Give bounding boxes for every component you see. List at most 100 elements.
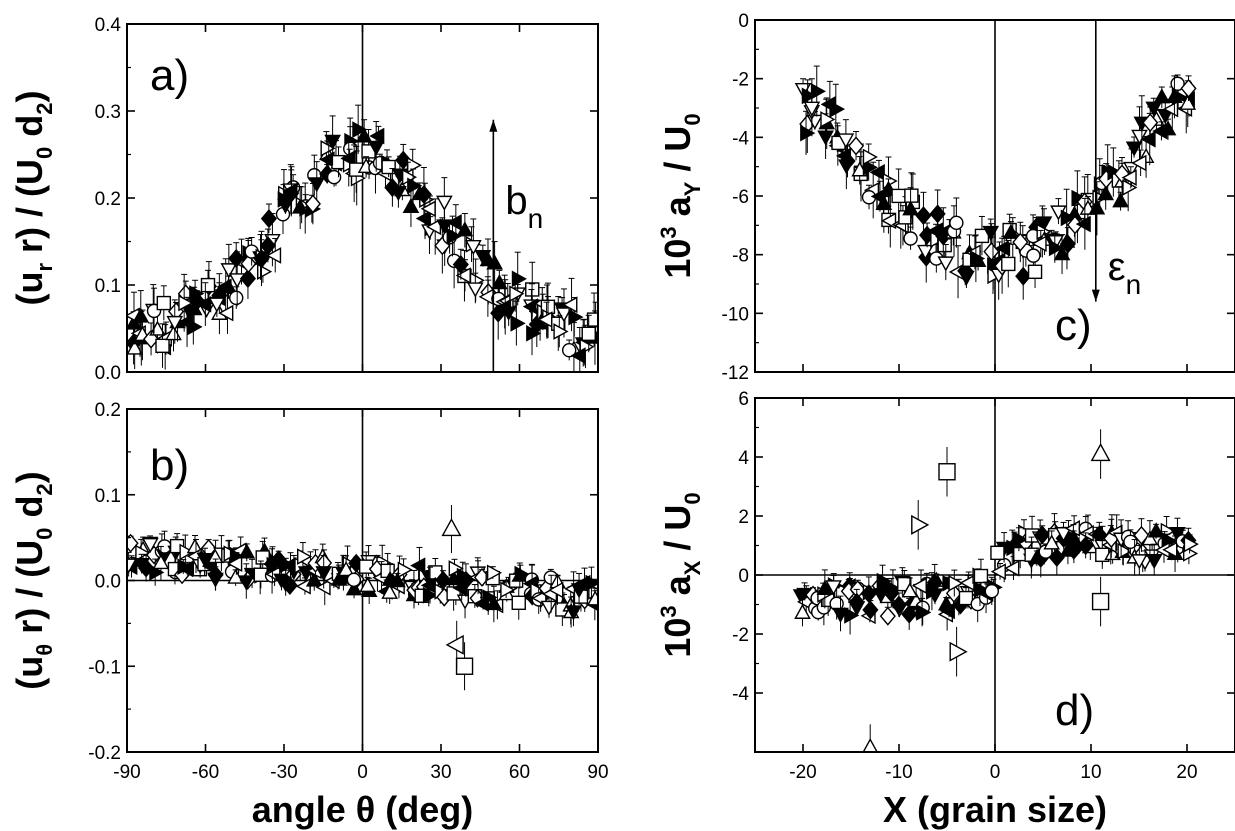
data-point — [1166, 87, 1183, 104]
data-point — [1131, 154, 1147, 172]
y-axis-label-part: / U — [657, 505, 698, 561]
data-point — [277, 198, 294, 215]
data-point — [156, 295, 172, 311]
data-point — [446, 227, 462, 245]
data-point — [304, 194, 321, 214]
data-point — [315, 566, 333, 582]
data-point — [270, 550, 287, 570]
data-point — [1012, 232, 1029, 252]
data-point — [448, 560, 464, 577]
y-axis-label-part: 2 — [32, 102, 57, 114]
data-point — [196, 552, 214, 569]
y-tick-label: 0.2 — [95, 400, 121, 421]
annotation-arrow-head — [1091, 289, 1100, 302]
data-point — [848, 592, 865, 612]
data-point — [132, 307, 150, 323]
x-tick-label: 0 — [357, 762, 368, 783]
data-point — [511, 270, 527, 288]
data-point — [189, 285, 205, 302]
data-point — [570, 583, 588, 599]
y-tick-label: -2 — [732, 70, 749, 91]
y-tick-label: 0.1 — [95, 486, 121, 507]
y-axis-label-part: 0 — [32, 147, 57, 159]
data-point — [1088, 199, 1106, 215]
data-point — [152, 553, 170, 570]
data-point — [887, 580, 903, 598]
data-point — [127, 558, 137, 574]
data-point — [825, 580, 842, 596]
y-axis-label-part: r) / (U — [9, 159, 50, 263]
outlier-point — [862, 737, 878, 752]
data-point — [297, 548, 313, 565]
y-axis-label: (uθ r) / (U0 d2) — [9, 471, 57, 689]
y-axis-label-part: X — [680, 560, 705, 575]
data-point — [973, 568, 989, 584]
data-point — [178, 294, 194, 312]
data-point — [491, 274, 508, 290]
data-point — [1043, 534, 1061, 550]
y-axis-label-part: 2 — [32, 483, 57, 495]
annotation-sub: n — [1126, 269, 1142, 300]
annotation-sub: n — [528, 203, 544, 234]
data-point — [903, 231, 918, 246]
data-point — [794, 603, 811, 619]
data-point — [917, 244, 934, 261]
data-point — [207, 565, 224, 585]
data-point — [1001, 256, 1016, 272]
y-axis-label-part: a — [657, 195, 698, 226]
data-point — [482, 589, 498, 606]
data-point — [355, 127, 373, 143]
y-axis-label-part: (u — [9, 272, 50, 306]
y-tick-label: -10 — [722, 304, 749, 325]
x-tick-label: -60 — [192, 762, 219, 783]
data-point — [832, 607, 849, 623]
data-point — [324, 134, 341, 150]
data-point — [389, 572, 406, 588]
x-tick-label: 0 — [990, 762, 1001, 783]
data-point — [902, 200, 919, 216]
data-point — [969, 250, 986, 267]
y-axis-label-part: 3 — [656, 605, 681, 617]
panel-c: εn-12-10-8-6-4-20c)103 aY / U0 — [656, 11, 1235, 384]
y-tick-label: 2 — [738, 507, 749, 528]
y-axis-label-part: ) — [9, 471, 50, 483]
data-point — [1004, 559, 1020, 577]
data-point — [495, 298, 512, 316]
data-point — [990, 545, 1005, 561]
data-point — [485, 594, 503, 611]
data-point — [891, 188, 906, 204]
data-point — [1002, 223, 1020, 239]
data-point — [904, 188, 919, 203]
data-point — [407, 177, 423, 195]
y-axis-label-part: ) — [9, 90, 50, 102]
data-point — [265, 247, 282, 264]
data-point — [1031, 235, 1047, 253]
data-point — [869, 164, 885, 181]
data-point — [511, 595, 526, 610]
y-tick-label: -6 — [732, 187, 749, 208]
data-point — [540, 600, 558, 616]
panel-label: b) — [150, 441, 189, 490]
data-point — [1112, 192, 1129, 208]
data-point — [1012, 531, 1029, 548]
data-point — [166, 315, 184, 332]
data-point — [585, 574, 598, 592]
data-point — [1123, 161, 1140, 178]
y-axis-label-part: (u — [9, 656, 50, 690]
data-point — [367, 140, 385, 156]
data-point — [568, 308, 584, 326]
data-point — [220, 263, 238, 279]
data-point — [901, 582, 919, 598]
data-point — [1123, 534, 1138, 550]
data-point — [200, 277, 216, 293]
data-point — [984, 584, 999, 599]
y-tick-label: 0.1 — [95, 276, 121, 297]
data-point — [177, 558, 193, 576]
data-point — [1180, 78, 1197, 98]
x-tick-label: 90 — [587, 762, 608, 783]
y-axis-label-part: 0 — [680, 492, 705, 504]
data-point — [829, 100, 846, 118]
data-point — [187, 318, 203, 336]
data-point — [466, 282, 484, 298]
